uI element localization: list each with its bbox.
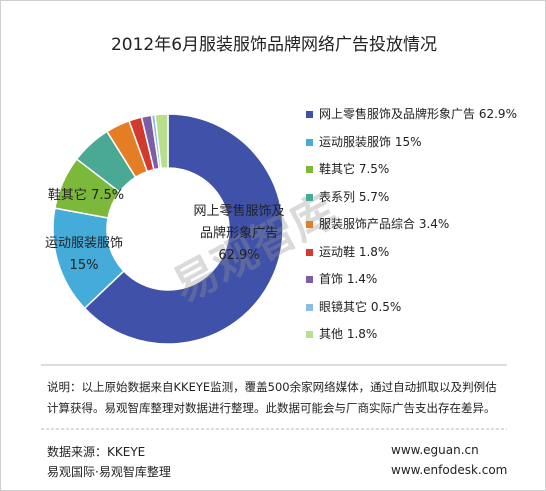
slice-label: 鞋其它 7.5%	[41, 185, 131, 207]
slice-label-name: 网上零售服饰及品牌形象广告	[193, 204, 285, 241]
chart-title: 2012年6月服装服饰品牌网络广告投放情况	[111, 35, 437, 55]
slice-label: 网上零售服饰及品牌形象广告 62.9%	[189, 201, 289, 267]
legend-value: 3.4%	[418, 217, 450, 231]
legend-entry: 眼镜其它 0.5%	[306, 298, 401, 315]
legend-value: 62.9%	[478, 107, 517, 121]
slice-label-name: 鞋其它	[47, 188, 87, 203]
legend-value: 7.5%	[358, 162, 390, 176]
note: 说明：以上原始数据来自KKEYE监测，覆盖500余家网络媒体，通过自动抓取以及判…	[47, 380, 497, 415]
legend-swatch	[306, 111, 313, 118]
legend-entry: 服装服饰产品综合 3.4%	[306, 215, 449, 232]
slice-label-value: 7.5%	[91, 188, 125, 203]
source: 数据来源：KKEYE	[47, 445, 146, 459]
legend-value: 1.8%	[346, 327, 378, 341]
legend-name: 其他	[319, 327, 344, 341]
url: www.enfodesk.com	[391, 463, 508, 477]
slice-label-name: 运动服装服饰	[44, 236, 123, 251]
legend-entry: 首饰 1.4%	[306, 270, 377, 287]
legend-name: 首饰	[319, 272, 344, 286]
legend-swatch	[306, 138, 313, 146]
url: www.eguan.cn	[391, 443, 479, 457]
slice-label-value: 62.9%	[218, 248, 260, 263]
legend-swatch	[306, 221, 313, 228]
legend-swatch	[306, 248, 313, 256]
legend-value: 0.5%	[370, 299, 402, 314]
legend-swatch	[306, 331, 313, 338]
legend-entry: 运动服装服饰 15%	[306, 133, 422, 150]
legend-entry: 鞋其它 7.5%	[306, 160, 389, 177]
legend-swatch	[306, 303, 313, 311]
slice-label: 运动服装服饰 15%	[36, 233, 132, 277]
legend-name: 眼镜其它	[319, 299, 368, 314]
legend-entry: 其他 1.8%	[306, 325, 377, 342]
legend-value: 1.8%	[358, 244, 390, 259]
legend-value: 15%	[394, 134, 422, 149]
legend-swatch	[306, 276, 313, 283]
org: 易观国际·易观智库整理	[47, 465, 171, 479]
legend-name: 运动服装服饰	[319, 134, 392, 149]
legend-name: 运动鞋	[319, 244, 356, 259]
legend-entry: 表系列 5.7%	[306, 188, 389, 205]
legend-name: 鞋其它	[319, 162, 356, 176]
legend-value: 5.7%	[358, 189, 390, 204]
legend-name: 表系列	[319, 189, 356, 204]
slice	[83, 113, 284, 345]
legend-name: 服装服饰产品综合	[319, 217, 416, 231]
legend-entry: 网上零售服饰及品牌形象广告 62.9%	[306, 105, 517, 122]
legend-entry: 运动鞋 1.8%	[306, 243, 389, 260]
legend-value: 1.4%	[346, 272, 378, 286]
legend-swatch	[306, 166, 313, 173]
legend-name: 网上零售服饰及品牌形象广告	[319, 107, 476, 121]
slice	[154, 113, 169, 170]
legend-swatch	[306, 193, 313, 201]
slice-label-value: 15%	[69, 258, 99, 273]
